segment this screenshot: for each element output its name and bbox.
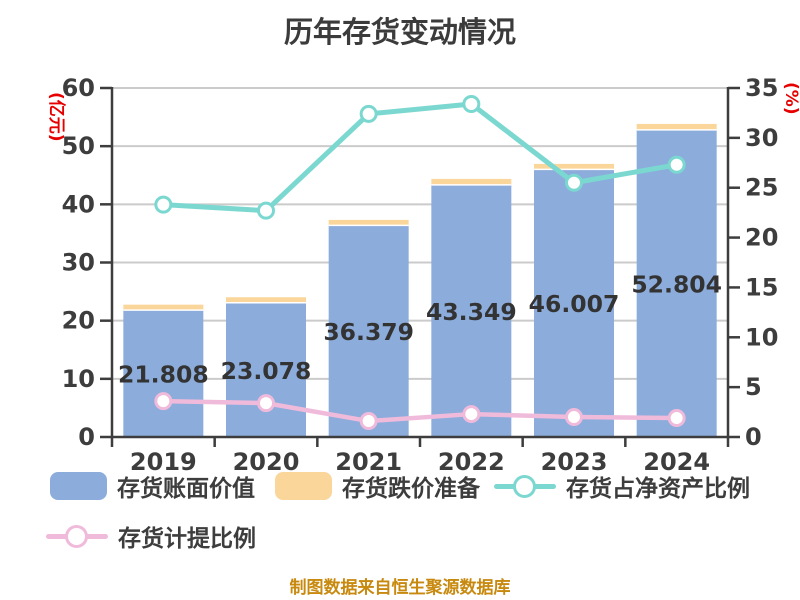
legend-swatch-inventory-book-value — [50, 472, 107, 500]
line-provision-ratio — [161, 398, 679, 424]
legend-label-net-asset-ratio: 存货占净资产比例 — [566, 476, 750, 502]
bar-book-value-2019[interactable] — [123, 310, 204, 437]
marker-provision-ratio-2022[interactable] — [462, 405, 481, 424]
legend-row-1: 存货账面价值 存货跌价准备 存货占净资产比例 — [0, 470, 800, 502]
bar-book-value-2024[interactable] — [636, 129, 717, 437]
legend-item-net-asset-ratio[interactable]: 存货占净资产比例 — [494, 470, 750, 502]
bar-provision-2022[interactable] — [431, 178, 512, 185]
bar-provision-2023[interactable] — [534, 163, 614, 170]
legend-label-inventory-book-value: 存货账面价值 — [117, 476, 255, 502]
legend-line-marker-net-asset-ratio — [494, 470, 556, 502]
marker-net-asset-ratio-2024[interactable] — [667, 155, 686, 174]
legend-label-inventory-provision: 存货跌价准备 — [342, 476, 480, 502]
x-axis-label-2019: 2019 — [130, 448, 197, 476]
left-axis-tick-label-50: 50 — [62, 132, 95, 160]
bar-value-label-2024: 52.804 — [631, 270, 722, 298]
marker-net-asset-ratio-2021[interactable] — [359, 104, 378, 123]
bar-value-label-2023: 46.007 — [529, 290, 620, 318]
right-axis-tick-label-15: 15 — [745, 273, 778, 301]
left-axis-tick-label-10: 10 — [62, 365, 95, 393]
bar-provision-2019[interactable] — [123, 304, 204, 311]
right-axis-tick-label-5: 5 — [745, 373, 762, 401]
legend-label-provision-ratio: 存货计提比例 — [118, 526, 256, 552]
left-axis-tick-label-20: 20 — [62, 307, 95, 335]
data-source-note: 制图数据来自恒生聚源数据库 — [289, 578, 511, 598]
marker-net-asset-ratio-2019[interactable] — [154, 195, 173, 214]
marker-provision-ratio-2019[interactable] — [154, 392, 173, 411]
right-axis-tick-label-10: 10 — [745, 323, 778, 351]
marker-provision-ratio-2024[interactable] — [667, 409, 686, 428]
marker-provision-ratio-2023[interactable] — [565, 408, 583, 427]
bar-book-value-2023[interactable] — [534, 169, 614, 437]
bar-provision-2021[interactable] — [328, 219, 409, 226]
left-axis-tick-label-0: 0 — [78, 423, 95, 451]
bar-provision-2024[interactable] — [636, 123, 717, 130]
right-axis-tick-label-20: 20 — [745, 224, 778, 252]
bar-value-label-2020: 23.078 — [221, 357, 312, 385]
chart-title: 历年存货变动情况 — [283, 15, 516, 49]
legend-item-inventory-provision[interactable]: 存货跌价准备 — [275, 470, 480, 502]
bar-book-value-2021[interactable] — [328, 225, 409, 437]
x-axis-label-2023: 2023 — [541, 448, 608, 476]
legend-circle-net-asset-ratio — [513, 475, 536, 498]
right-axis-tick-label-30: 30 — [745, 124, 778, 152]
x-axis-label-2022: 2022 — [438, 448, 505, 476]
bar-provision-2020[interactable] — [226, 297, 306, 303]
left-axis-tick-label-30: 30 — [62, 249, 95, 277]
legend-row-2: 存货计提比例 — [0, 520, 800, 552]
left-axis-tick-label-60: 60 — [62, 74, 95, 102]
legend-item-provision-ratio[interactable]: 存货计提比例 — [46, 520, 256, 552]
legend-item-inventory-book-value[interactable]: 存货账面价值 — [50, 470, 255, 502]
bar-value-label-2019: 21.808 — [118, 361, 209, 389]
bar-value-label-2022: 43.349 — [426, 298, 517, 326]
marker-provision-ratio-2021[interactable] — [359, 412, 378, 431]
marker-net-asset-ratio-2023[interactable] — [565, 173, 583, 192]
line-net-asset-ratio — [160, 101, 680, 214]
marker-net-asset-ratio-2022[interactable] — [462, 94, 481, 113]
x-axis-label-2024: 2024 — [643, 448, 710, 476]
legend-swatch-inventory-provision — [275, 472, 332, 500]
bar-book-value-2022[interactable] — [431, 184, 512, 437]
right-axis-tick-label-25: 25 — [745, 174, 778, 202]
marker-provision-ratio-2020[interactable] — [257, 394, 275, 413]
bar-book-value-2020[interactable] — [226, 302, 306, 437]
marker-net-asset-ratio-2020[interactable] — [257, 201, 275, 220]
x-axis-label-2021: 2021 — [335, 448, 402, 476]
right-axis-tick-label-35: 35 — [745, 74, 778, 102]
left-axis-tick-label-40: 40 — [62, 190, 95, 218]
legend-line-marker-provision-ratio — [46, 520, 108, 552]
right-axis-tick-label-0: 0 — [745, 423, 762, 451]
legend-circle-provision-ratio — [65, 525, 88, 548]
bar-value-label-2021: 36.379 — [323, 318, 414, 346]
x-axis-label-2020: 2020 — [233, 448, 300, 476]
